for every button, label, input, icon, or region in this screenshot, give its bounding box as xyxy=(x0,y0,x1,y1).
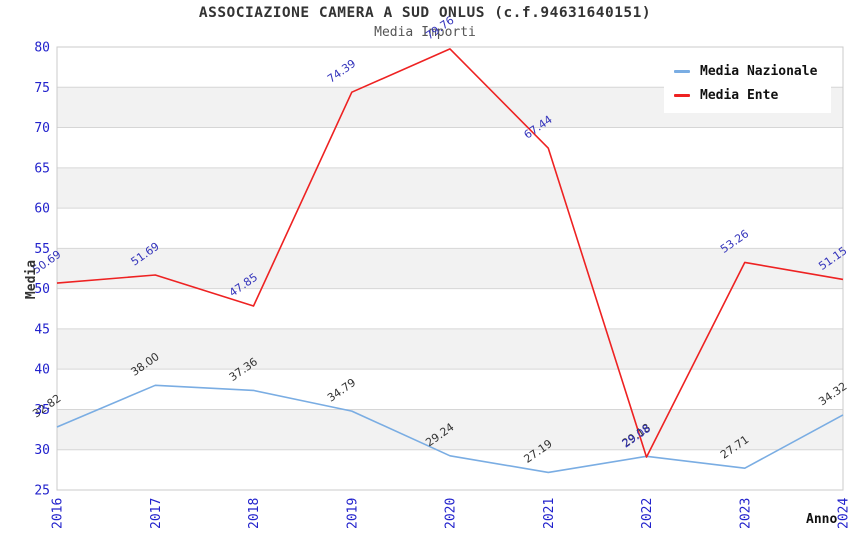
series-line-media-ente xyxy=(56,48,844,458)
grid-band xyxy=(57,167,843,209)
grid-band xyxy=(57,248,843,289)
y-axis-title: Media xyxy=(24,259,40,300)
data-point-label: 79.76 xyxy=(423,14,456,43)
x-tick-label: 2024 xyxy=(837,498,850,529)
legend-swatch-media-ente-icon xyxy=(674,94,690,97)
y-tick-label: 40 xyxy=(34,363,50,378)
legend-label-media-nazionale: Media Nazionale xyxy=(700,64,818,79)
y-tick-label: 80 xyxy=(34,41,50,56)
legend-swatch-media-nazionale-icon xyxy=(674,70,690,73)
grid-band xyxy=(57,328,843,370)
grid-band xyxy=(57,127,843,168)
y-tick-label: 30 xyxy=(34,443,50,458)
x-tick-label: 2019 xyxy=(345,498,360,529)
grid-band xyxy=(57,409,843,450)
plot-border xyxy=(56,46,844,491)
x-tick-label: 2016 xyxy=(51,498,66,529)
grid-band xyxy=(57,208,843,249)
y-tick-label: 55 xyxy=(34,242,50,257)
legend-item-media-ente: Media Ente xyxy=(674,88,817,103)
x-tick-label: 2021 xyxy=(542,498,557,529)
x-tick-label: 2018 xyxy=(247,498,262,529)
y-tick-label: 75 xyxy=(34,81,50,96)
x-tick-label: 2020 xyxy=(444,498,459,529)
chart-subtitle: Media Importi xyxy=(374,25,476,40)
x-tick-label: 2023 xyxy=(738,498,753,529)
x-tick-label: 2022 xyxy=(640,498,655,529)
y-tick-label: 70 xyxy=(34,121,50,136)
chart-title: ASSOCIAZIONE CAMERA A SUD ONLUS (c.f.946… xyxy=(198,5,652,21)
y-tick-label: 60 xyxy=(34,202,50,217)
grid-band xyxy=(57,288,843,329)
y-tick-label: 65 xyxy=(34,161,50,176)
y-tick-label: 35 xyxy=(34,403,50,418)
series-line-media-nazionale xyxy=(56,384,844,474)
legend-label-media-ente: Media Ente xyxy=(700,88,779,103)
y-tick-label: 45 xyxy=(34,322,50,337)
y-tick-label: 25 xyxy=(34,484,50,499)
legend-item-media-nazionale: Media Nazionale xyxy=(674,64,817,79)
grid-band xyxy=(57,369,843,410)
x-tick-label: 2017 xyxy=(149,498,164,529)
chart-legend: Media Nazionale Media Ente xyxy=(664,56,832,113)
x-axis-title: Anno xyxy=(806,512,838,527)
y-tick-label: 50 xyxy=(34,282,50,297)
